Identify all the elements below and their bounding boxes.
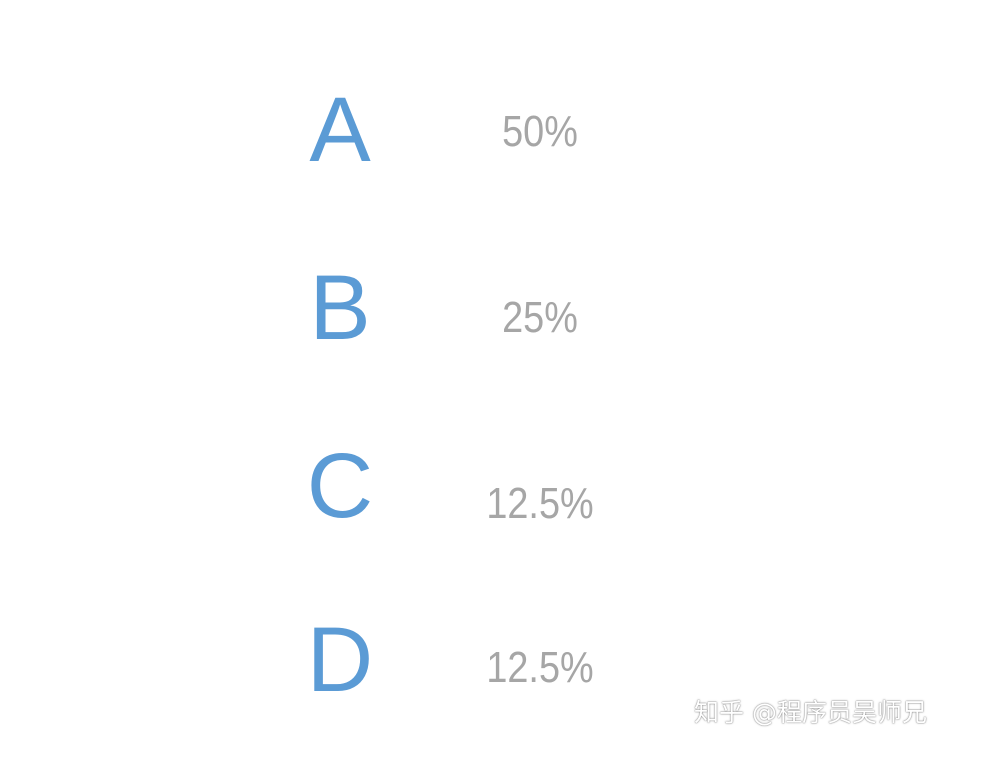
letter-label: A bbox=[290, 84, 390, 176]
percentage-label: 50% bbox=[471, 110, 609, 154]
letter-label: D bbox=[290, 614, 390, 706]
percentage-label: 12.5% bbox=[471, 646, 609, 690]
row-c: C 12.5% bbox=[0, 412, 986, 552]
letter-label: C bbox=[290, 440, 390, 532]
percentage-label: 25% bbox=[471, 296, 609, 340]
watermark: 知乎 @程序员吴师兄 bbox=[694, 700, 927, 725]
row-b: B 25% bbox=[0, 232, 986, 372]
row-a: A 50% bbox=[0, 60, 986, 200]
percentage-label: 12.5% bbox=[471, 482, 609, 526]
letter-label: B bbox=[290, 262, 390, 354]
